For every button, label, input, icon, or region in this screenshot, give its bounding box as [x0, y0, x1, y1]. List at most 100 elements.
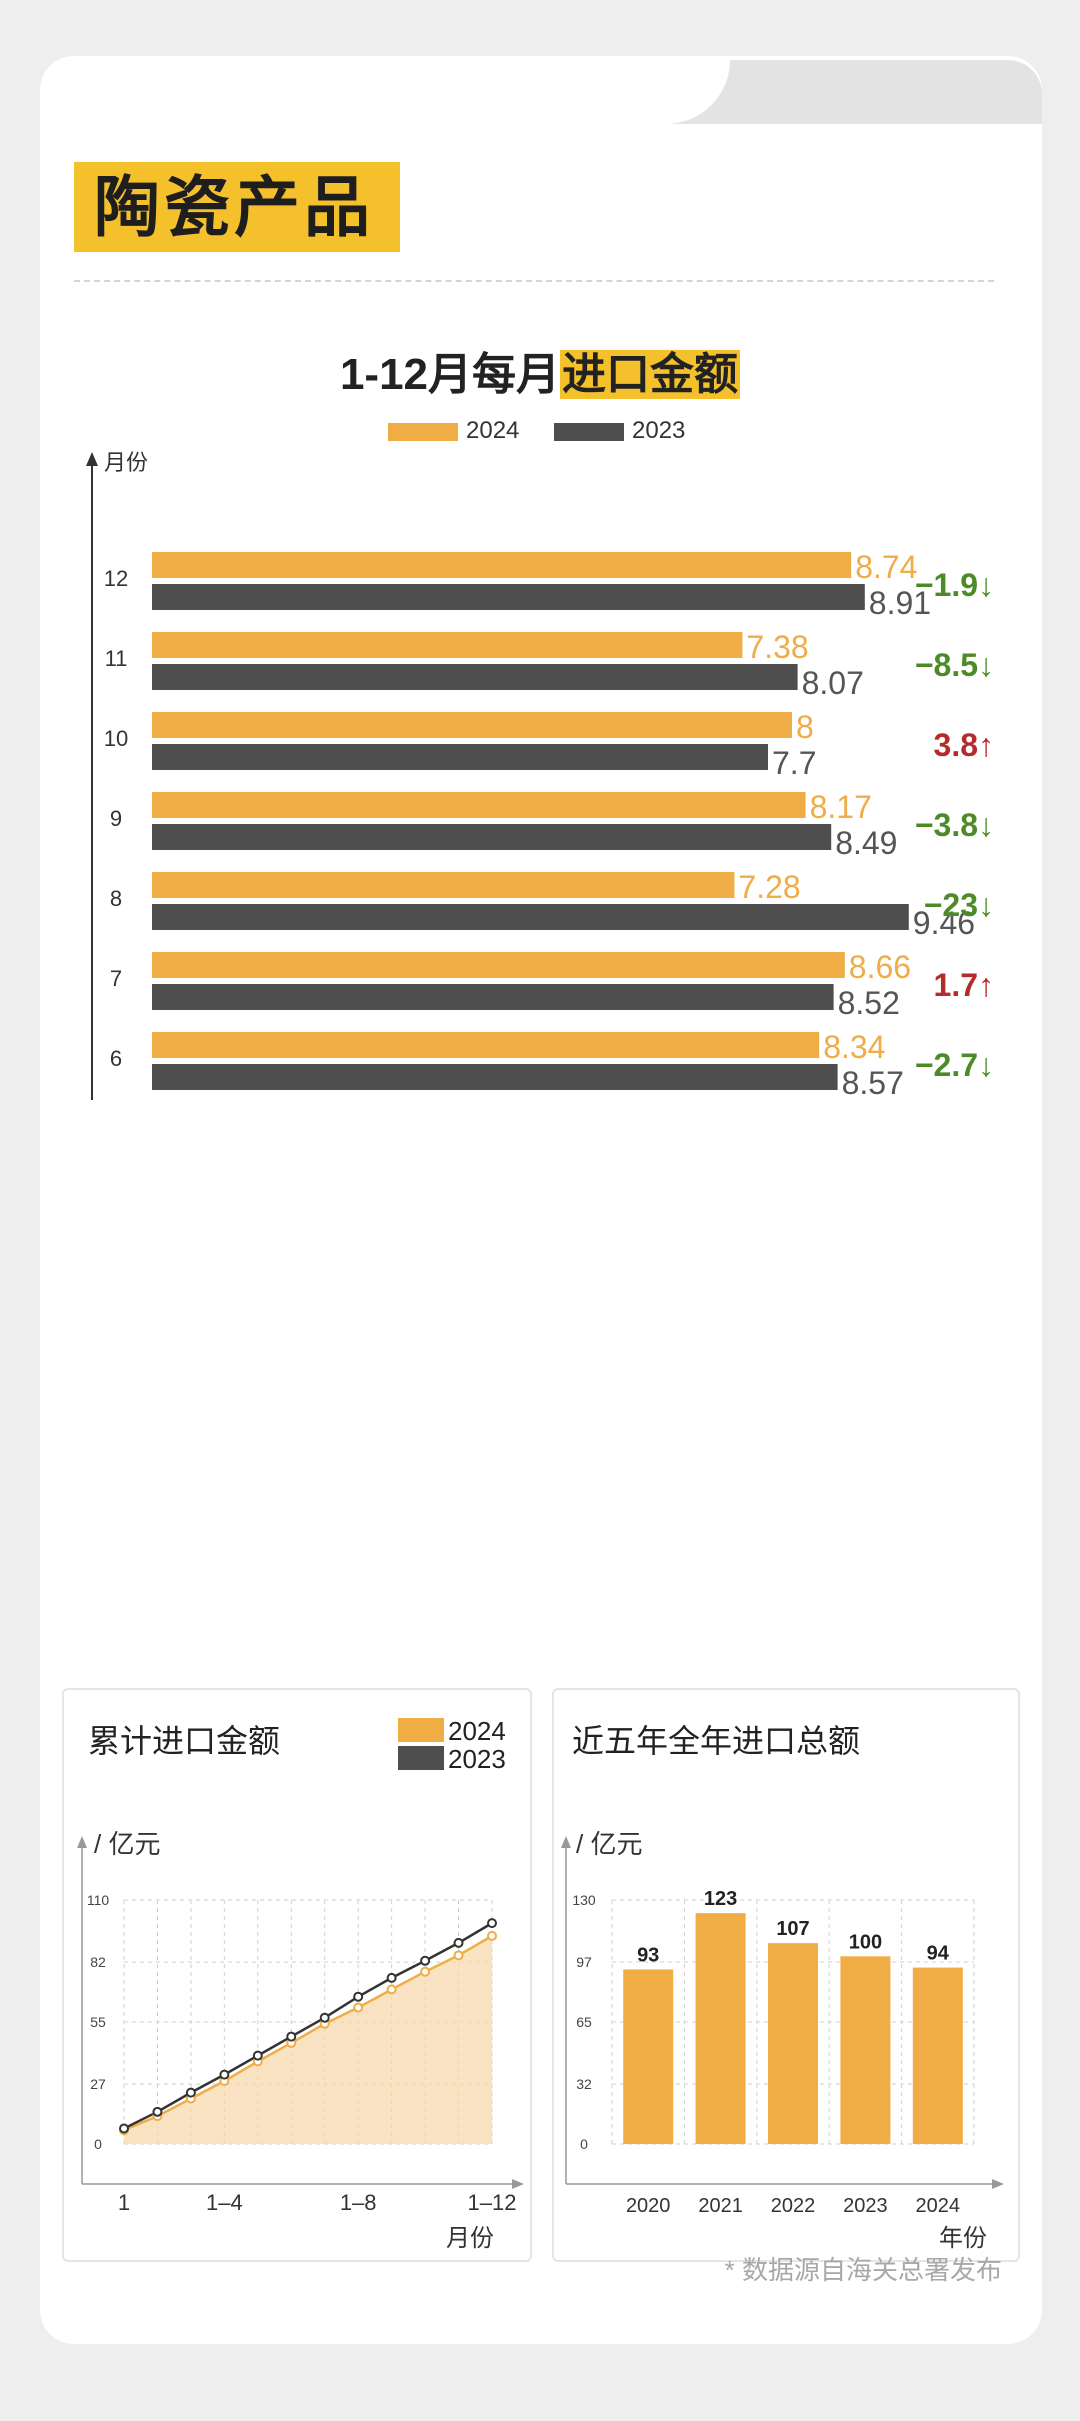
- bar-2024: [152, 552, 852, 578]
- yoy-change-label: −8.5↓: [915, 647, 994, 683]
- x-axis-arrow: [512, 2179, 524, 2189]
- annual-bar: [912, 1967, 963, 2144]
- bar-label-2023: 8.52: [838, 985, 900, 1021]
- point-2024: [386, 1984, 397, 1995]
- y-tick-label: 0: [94, 2136, 102, 2152]
- annual-bar: [695, 1913, 746, 2144]
- bar-2024: [152, 632, 743, 658]
- yoy-change-label: −23↓: [924, 887, 994, 923]
- legend-swatch-2023: [398, 1746, 444, 1770]
- y-axis-arrow: [77, 1836, 87, 1848]
- main-legend-2023: 2023: [554, 417, 685, 445]
- bar-2024: [152, 792, 806, 818]
- point-2023: [219, 2069, 230, 2080]
- bar-label-2024: 8: [796, 709, 814, 745]
- main-chart-title: 1-12月每月进口金额: [0, 338, 1080, 402]
- annual-bar: [623, 1969, 674, 2144]
- annual-bar: [768, 1943, 818, 2144]
- bar-label-2023: 7.7: [772, 745, 816, 781]
- bar-label-2024: 7.28: [738, 869, 800, 905]
- y-tick-label: 8: [110, 886, 122, 911]
- legend-label-2024: 2024: [466, 417, 520, 444]
- point-2023: [353, 1991, 364, 2002]
- x-axis-label: 年份: [939, 2225, 987, 2252]
- y-tick-label: 27: [90, 2076, 106, 2092]
- bar-label-2024: 8.34: [823, 1029, 885, 1065]
- bar-label-2024: 8.66: [849, 949, 911, 985]
- x-tick-label: 1: [118, 2190, 130, 2215]
- yoy-change-label: 1.7↑: [934, 967, 994, 1003]
- x-tick-label: 2020: [626, 2195, 671, 2217]
- x-axis-label: 月份: [446, 2225, 494, 2252]
- bar-2023: [152, 984, 834, 1010]
- x-tick-label: 1–12: [468, 2190, 517, 2215]
- main-chart-title-plain: 1-12月每月: [339, 350, 561, 399]
- line-2023: [123, 1922, 493, 2130]
- y-tick-label: 6: [110, 1046, 122, 1071]
- annual-bar-label: 94: [927, 1943, 950, 1965]
- point-2023: [386, 1972, 397, 1983]
- y-tick-label: 11: [105, 646, 128, 671]
- legend-swatch-2024: [388, 422, 458, 441]
- yoy-change-label: −1.9↓: [915, 567, 994, 603]
- point-2023: [119, 2123, 129, 2134]
- x-tick-label: 2024: [916, 2195, 961, 2217]
- legend-swatch-2024: [398, 1718, 444, 1742]
- point-2023: [286, 2031, 297, 2042]
- bar-2024: [152, 712, 792, 738]
- bar-label-2023: 8.49: [835, 825, 897, 861]
- y-axis-arrow: [86, 452, 98, 466]
- line-2024: [123, 1934, 493, 2132]
- bar-2023: [152, 664, 798, 690]
- main-legend-2024: 2024: [388, 417, 519, 445]
- y-axis-arrow: [561, 1836, 571, 1848]
- annual-bar-label: 107: [776, 1918, 809, 1940]
- y-tick-label: 32: [576, 2076, 592, 2092]
- y-tick-label: 65: [576, 2014, 592, 2030]
- bar-label-2024: 7.38: [746, 629, 808, 665]
- point-2024: [353, 2002, 364, 2013]
- point-2023: [319, 2012, 330, 2023]
- y-axis-label: / 亿元: [576, 1829, 642, 1859]
- annual-bar: [840, 1956, 891, 2144]
- legend-label-2024: 2024: [448, 1716, 506, 1746]
- bar-2023: [152, 744, 768, 770]
- point-2023: [420, 1955, 431, 1966]
- annual-chart-title: 近五年全年进口总额: [572, 1723, 861, 1759]
- yoy-change-label: 3.8↑: [934, 727, 994, 763]
- bar-label-2024: 8.74: [855, 549, 917, 585]
- bar-2023: [152, 584, 865, 610]
- bar-2024: [152, 872, 735, 898]
- y-tick-label: 12: [104, 566, 128, 591]
- title-divider: [74, 280, 994, 282]
- point-2023: [453, 1937, 464, 1948]
- point-2024: [420, 1966, 431, 1977]
- y-tick-label: 82: [90, 1954, 106, 1970]
- source-note: * 数据源自海关总署发布: [724, 2255, 1002, 2285]
- y-axis-label: 月份: [104, 450, 148, 475]
- x-tick-label: 2021: [698, 2195, 743, 2217]
- annual-bar-label: 123: [704, 1888, 737, 1910]
- point-2024: [453, 1950, 464, 1961]
- bar-label-2023: 8.07: [802, 665, 864, 701]
- legend-label-2023: 2023: [448, 1744, 506, 1774]
- x-tick-label: 1–8: [340, 2190, 377, 2215]
- main-chart-title-highlight: 进口金额: [560, 350, 741, 399]
- yoy-change-label: −3.8↓: [915, 807, 994, 843]
- y-tick-label: 130: [572, 1892, 596, 1908]
- x-axis-arrow: [992, 2179, 1004, 2189]
- bar-label-2023: 9.46: [913, 905, 975, 941]
- bar-2024: [152, 952, 845, 978]
- point-2023: [152, 2106, 163, 2117]
- section-title: 陶瓷产品: [74, 162, 400, 252]
- y-tick-label: 0: [580, 2136, 588, 2152]
- y-tick-label: 97: [576, 1954, 592, 1970]
- monthly-import-bar-chart: 月份金额(/亿元)02479128.748.91−1.9↓117.388.07−…: [86, 450, 994, 1100]
- point-2024: [487, 1930, 497, 1941]
- bar-label-2024: 8.17: [810, 789, 872, 825]
- y-tick-label: 7: [110, 966, 122, 991]
- x-tick-label: 2023: [843, 2195, 888, 2217]
- y-tick-label: 110: [87, 1892, 110, 1908]
